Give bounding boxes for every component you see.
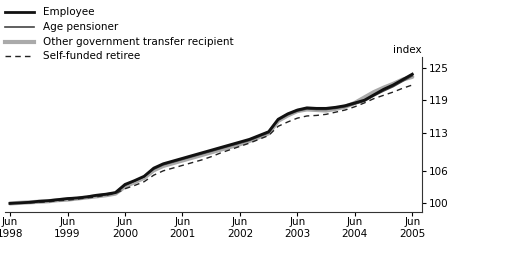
Text: Age pensioner: Age pensioner xyxy=(43,22,118,32)
Text: index: index xyxy=(393,45,422,55)
Text: Other government transfer recipient: Other government transfer recipient xyxy=(43,37,233,47)
Text: Self-funded retiree: Self-funded retiree xyxy=(43,51,140,61)
Text: Employee: Employee xyxy=(43,7,94,18)
